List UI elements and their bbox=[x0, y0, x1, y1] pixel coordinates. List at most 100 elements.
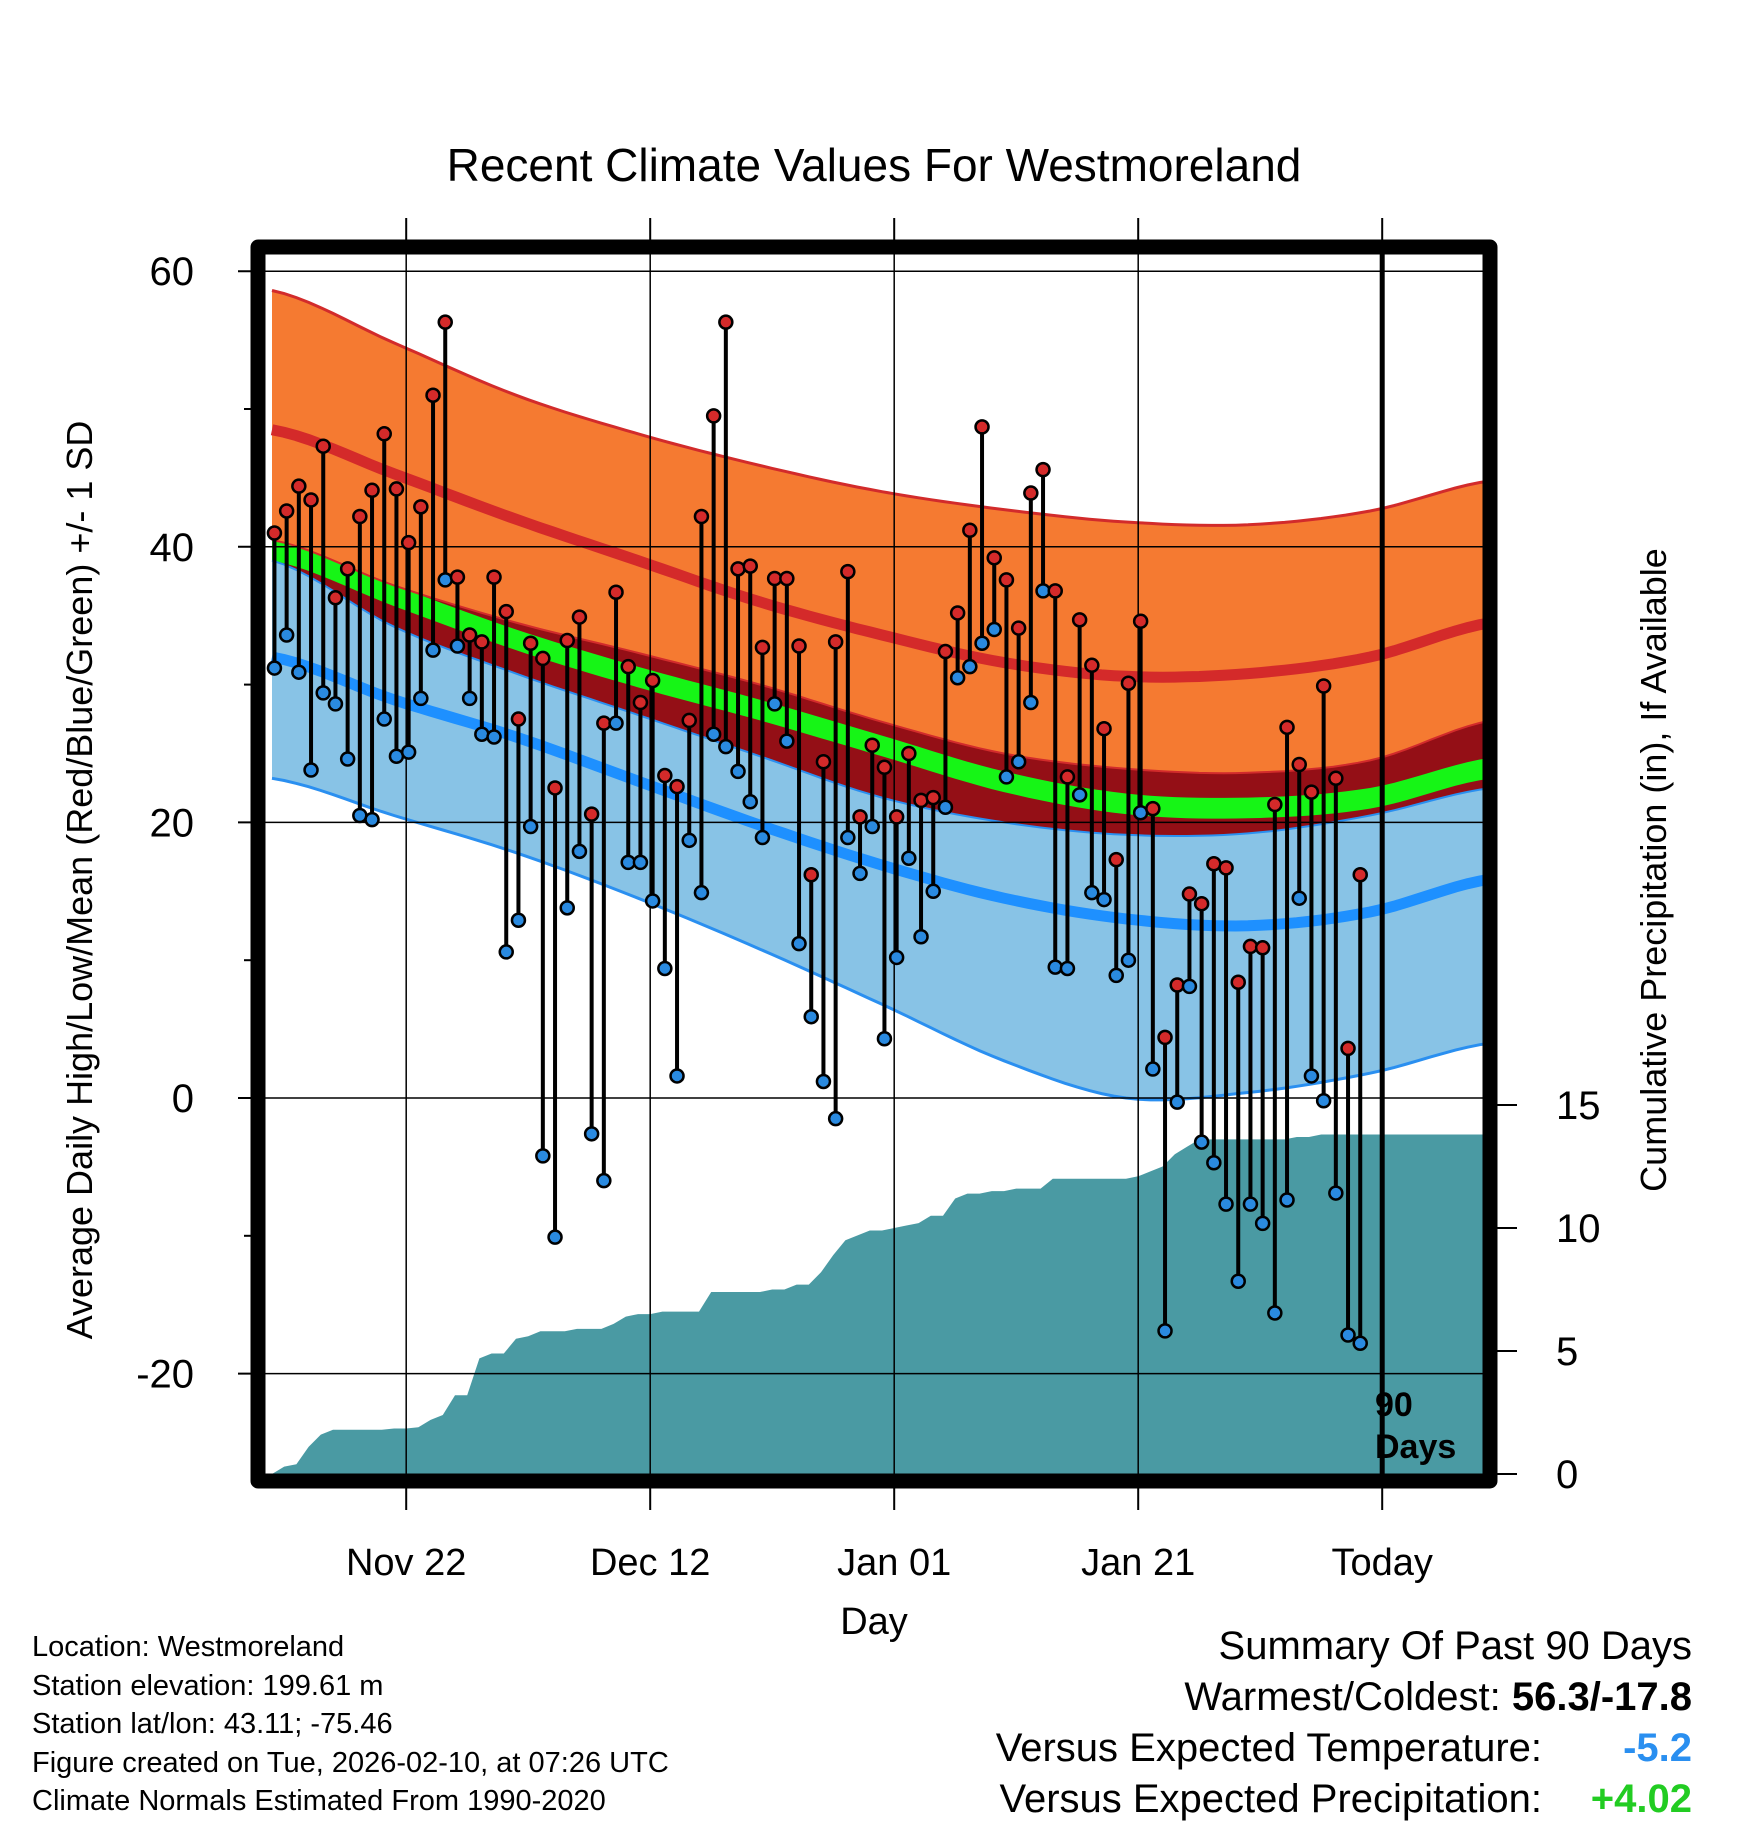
daily-low-marker bbox=[1096, 891, 1112, 908]
y-tick-label-right: 0 bbox=[1556, 1453, 1578, 1497]
daily-high-marker bbox=[1145, 800, 1161, 817]
daily-low-marker bbox=[657, 960, 673, 977]
normal-mean-band bbox=[272, 539, 1490, 819]
daily-low-marker bbox=[486, 729, 502, 745]
daily-high-marker bbox=[388, 481, 405, 497]
daily-low-marker bbox=[1230, 1273, 1246, 1290]
daily-low-marker bbox=[291, 664, 307, 680]
y-tick-label-right: 15 bbox=[1556, 1084, 1601, 1128]
daily-high-marker bbox=[1071, 612, 1088, 628]
station-info: Location: Westmoreland Station elevation… bbox=[32, 1628, 669, 1821]
daily-low-marker bbox=[693, 884, 710, 901]
daily-high-marker bbox=[535, 650, 551, 667]
daily-low-marker bbox=[400, 744, 417, 760]
daily-low-marker bbox=[1145, 1061, 1161, 1077]
daily-low-marker bbox=[962, 658, 978, 675]
daily-high-marker bbox=[962, 522, 978, 539]
daily-low-marker bbox=[1303, 1068, 1320, 1084]
daily-high-marker bbox=[937, 643, 954, 660]
x-tick-label: Jan 21 bbox=[1081, 1542, 1195, 1584]
daily-high-marker bbox=[413, 499, 429, 515]
daily-high-marker bbox=[1059, 769, 1076, 785]
daily-high-marker bbox=[791, 638, 807, 654]
daily-low-marker bbox=[364, 811, 380, 828]
daily-high-marker bbox=[1132, 613, 1149, 629]
daily-high-marker bbox=[498, 603, 514, 620]
daily-low-marker bbox=[669, 1068, 685, 1084]
daily-low-marker bbox=[766, 696, 783, 712]
daily-high-marker bbox=[840, 563, 856, 580]
daily-high-marker bbox=[339, 561, 356, 577]
normal-high-mean-line bbox=[270, 424, 1490, 683]
station-latlon: Station lat/lon: 43.11; -75.46 bbox=[32, 1708, 393, 1740]
warm-cold-value: 56.3/-17.8 bbox=[1511, 1675, 1692, 1719]
daily-low-marker bbox=[937, 799, 954, 815]
daily-high-marker bbox=[864, 737, 880, 753]
normal-high-band bbox=[272, 290, 1490, 774]
climate-normals-period: Climate Normals Estimated From 1990-2020 bbox=[32, 1785, 606, 1817]
y-tick-label-left: 0 bbox=[172, 1077, 194, 1121]
daily-low-marker bbox=[1340, 1327, 1356, 1343]
daily-high-marker bbox=[1267, 796, 1283, 813]
daily-low-marker bbox=[461, 690, 478, 707]
temp-versus-value: -5.2 bbox=[1623, 1726, 1692, 1770]
daily-low-marker bbox=[1328, 1185, 1344, 1201]
daily-high-marker bbox=[815, 754, 832, 770]
daily-high-marker bbox=[925, 789, 941, 806]
daily-low-marker bbox=[1120, 952, 1137, 968]
daily-high-marker bbox=[266, 525, 283, 541]
daily-high-marker bbox=[1047, 583, 1063, 599]
daily-low-marker bbox=[730, 763, 746, 780]
daily-high-marker bbox=[1169, 977, 1185, 993]
daily-high-marker bbox=[1023, 485, 1039, 501]
daily-low-marker bbox=[815, 1073, 832, 1090]
daily-low-marker bbox=[559, 900, 575, 916]
daily-high-marker bbox=[669, 778, 685, 795]
station-elevation: Station elevation: 199.61 m bbox=[32, 1669, 384, 1702]
daily-low-marker bbox=[888, 949, 905, 966]
daily-low-marker bbox=[803, 1008, 819, 1025]
daily-low-marker bbox=[1254, 1215, 1271, 1232]
daily-low-marker bbox=[864, 818, 880, 835]
daily-high-marker bbox=[400, 534, 417, 551]
daily-low-marker bbox=[474, 726, 490, 742]
daily-low-marker bbox=[571, 843, 588, 860]
daily-high-marker bbox=[510, 711, 527, 727]
precip-versus-value: +4.02 bbox=[1590, 1777, 1692, 1821]
daily-high-marker bbox=[1218, 860, 1234, 876]
daily-low-marker bbox=[925, 883, 941, 900]
daily-low-marker bbox=[535, 1148, 551, 1164]
daily-low-marker bbox=[974, 635, 990, 652]
daily-high-marker bbox=[1315, 678, 1332, 694]
daily-high-marker bbox=[315, 438, 331, 454]
daily-high-marker bbox=[1193, 895, 1210, 912]
daily-low-marker bbox=[510, 912, 527, 928]
summary-panel: Summary Of Past 90 Days Warmest/Coldest:… bbox=[996, 1621, 1692, 1825]
daily-low-marker bbox=[742, 793, 758, 810]
daily-low-marker bbox=[827, 1110, 844, 1127]
daily-high-marker bbox=[742, 558, 758, 574]
daily-high-marker bbox=[644, 672, 661, 689]
x-axis-label: Day bbox=[840, 1601, 908, 1643]
daily-high-marker bbox=[632, 694, 649, 711]
daily-low-marker bbox=[1169, 1094, 1185, 1110]
daily-low-marker bbox=[413, 690, 429, 707]
today-label-days-count: 90 bbox=[1375, 1386, 1413, 1424]
daily-high-marker bbox=[998, 572, 1015, 588]
daily-low-marker bbox=[1059, 960, 1076, 977]
daily-low-marker bbox=[1291, 890, 1307, 906]
daily-low-marker bbox=[791, 935, 807, 952]
daily-low-marker bbox=[1352, 1335, 1368, 1352]
daily-high-marker bbox=[291, 478, 307, 494]
daily-low-marker bbox=[583, 1126, 600, 1142]
daily-high-marker bbox=[779, 570, 795, 587]
daily-high-marker bbox=[986, 550, 1002, 566]
daily-low-marker bbox=[339, 751, 356, 767]
daily-low-marker bbox=[547, 1229, 563, 1245]
daily-high-marker bbox=[681, 712, 697, 729]
daily-high-marker bbox=[1242, 938, 1259, 955]
daily-high-marker bbox=[449, 569, 466, 585]
daily-high-marker bbox=[620, 658, 636, 675]
daily-low-marker bbox=[1218, 1196, 1234, 1212]
daily-low-marker bbox=[840, 829, 856, 846]
